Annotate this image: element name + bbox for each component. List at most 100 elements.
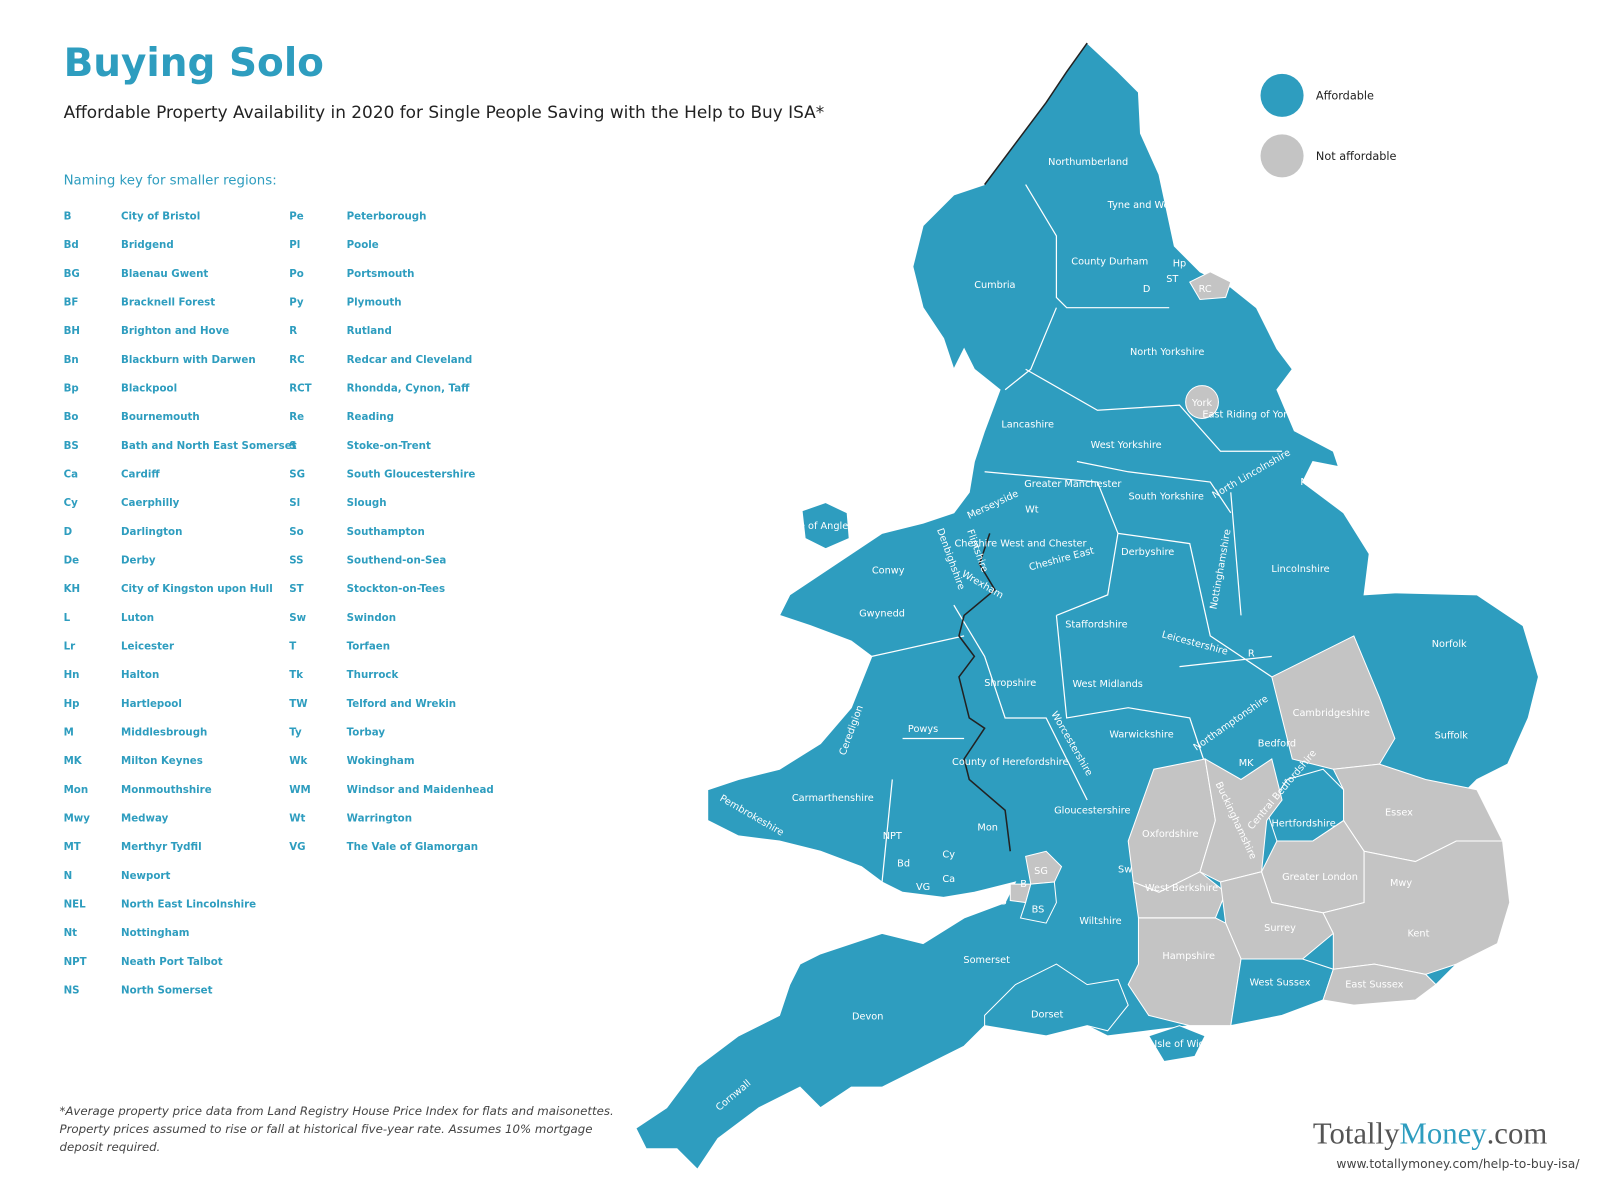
key-name: Swindon	[347, 612, 396, 624]
key-name: City of Bristol	[121, 210, 200, 222]
region-label: Gloucestershire	[1054, 805, 1130, 816]
region-label: Cheshire West and Chester	[954, 539, 1086, 550]
region-label: NS	[993, 897, 1006, 908]
region-label: Somerset	[963, 955, 1010, 966]
scotland-border	[983, 42, 1088, 186]
brand-part: .com	[1487, 1117, 1548, 1151]
region-label: Northumberland	[1048, 157, 1128, 168]
key-abbr: Mwy	[64, 812, 91, 824]
region-label: Greater Manchester	[1024, 479, 1121, 490]
key-name: Hartlepool	[121, 698, 182, 710]
key-abbr: Lr	[64, 640, 77, 652]
key-name: Halton	[121, 669, 159, 681]
region-label: Derbyshire	[1121, 547, 1174, 558]
region-label: County Durham	[1071, 257, 1148, 268]
key-abbr: Hn	[64, 669, 80, 681]
key-abbr: Re	[289, 411, 304, 423]
region-label: East Riding of Yorkshire	[1202, 409, 1316, 420]
key-name: North East Lincolnshire	[121, 898, 256, 910]
border	[871, 184, 1283, 883]
key-abbr: De	[64, 554, 80, 566]
key-name: South Gloucestershire	[347, 468, 476, 480]
legend-label: Affordable	[1316, 89, 1374, 102]
region-label: Essex	[1385, 807, 1413, 818]
key-name: Neath Port Talbot	[121, 956, 223, 968]
key-name: City of Kingston upon Hull	[121, 583, 273, 595]
region-label: Oxfordshire	[1142, 829, 1199, 840]
legend-label: Not affordable	[1316, 150, 1397, 163]
region-label: East Sussex	[1345, 980, 1403, 991]
key-name: Slough	[347, 497, 387, 509]
key-abbr: BF	[64, 296, 79, 308]
key-name: Blaenau Gwent	[121, 268, 208, 280]
region-label: Tyne and Wear	[1107, 200, 1180, 211]
footnote: *Average property price data from Land R…	[59, 1104, 613, 1154]
region-label: NEL	[1300, 477, 1319, 488]
legend-swatch	[1260, 73, 1304, 117]
key-abbr: Wk	[289, 755, 308, 767]
region-label: Conwy	[872, 565, 905, 576]
key-name: Southampton	[347, 526, 425, 538]
region-label: Hertfordshire	[1271, 819, 1335, 830]
key-abbr: WM	[289, 784, 311, 796]
region-label: Mwy	[1390, 878, 1412, 889]
key-name: Warrington	[347, 812, 412, 824]
key-abbr: Hp	[64, 698, 80, 710]
region-area	[1189, 271, 1232, 301]
region-label: Norfolk	[1432, 639, 1467, 650]
region-label: Surrey	[1264, 923, 1296, 934]
key-name: Stockton-on-Tees	[347, 583, 445, 595]
key-abbr: RC	[289, 354, 304, 366]
key-abbr: SG	[289, 468, 305, 480]
key-name: Bournemouth	[121, 411, 200, 423]
key-abbr: Cy	[64, 497, 79, 509]
brand: TotallyMoney.com	[1313, 1117, 1548, 1151]
region-label: VG	[916, 882, 930, 893]
region-label: West Midlands	[1072, 679, 1142, 690]
key-name: Brighton and Hove	[121, 325, 229, 337]
region-label: Isle of Wight	[1154, 1039, 1215, 1050]
key-abbr: N	[64, 870, 73, 882]
region-label: NPT	[883, 831, 902, 842]
region-label: West Sussex	[1249, 978, 1310, 989]
region-area	[1025, 850, 1063, 885]
region-label: Powys	[908, 724, 938, 735]
footnote-line: deposit required.	[59, 1140, 160, 1154]
key-abbr: MT	[64, 841, 81, 853]
region-label: South Yorkshire	[1128, 491, 1203, 502]
region-label: Sw	[1118, 865, 1132, 876]
region-borders	[871, 184, 1283, 883]
key-abbr: NEL	[64, 898, 87, 910]
key-abbr: TW	[289, 698, 307, 710]
key-name: Portsmouth	[347, 268, 415, 280]
region-label: Mon	[977, 823, 998, 834]
region-label: Lancashire	[1001, 420, 1054, 431]
naming-key: B City of Bristol Bd Bridgend BG Blaenau Gwen…	[64, 210, 494, 996]
key-name: Windsor and Maidenhead	[347, 784, 494, 796]
brand-url: www.totallymoney.com/help-to-buy-isa/	[1336, 1157, 1580, 1171]
key-name: Caerphilly	[121, 497, 180, 509]
key-abbr: Bo	[64, 411, 79, 423]
key-name: Poole	[347, 239, 379, 251]
footnote-line: *Average property price data from Land R…	[59, 1104, 613, 1118]
region-label: Devon	[852, 1011, 883, 1022]
region-label: Greater London	[1282, 872, 1358, 883]
key-name: Torfaen	[347, 640, 390, 652]
key-name: Medway	[121, 812, 169, 824]
region-label: West Yorkshire	[1091, 440, 1162, 451]
brand-part: Totally	[1313, 1117, 1400, 1151]
key-abbr: Sl	[289, 497, 300, 509]
region-label: Wt	[1025, 505, 1039, 516]
key-abbr: Pl	[289, 239, 300, 251]
land-anglesey	[801, 502, 850, 550]
key-name: Leicester	[121, 640, 175, 652]
region-label: BS	[1032, 905, 1045, 916]
region-label: Hp	[1173, 259, 1186, 270]
key-abbr: BH	[64, 325, 80, 337]
key-name: Telford and Wrekin	[347, 698, 456, 710]
key-name: Stoke-on-Trent	[347, 440, 431, 452]
region-area	[1127, 917, 1242, 1027]
key-name: The Vale of Glamorgan	[347, 841, 478, 853]
region-area	[1019, 881, 1057, 924]
